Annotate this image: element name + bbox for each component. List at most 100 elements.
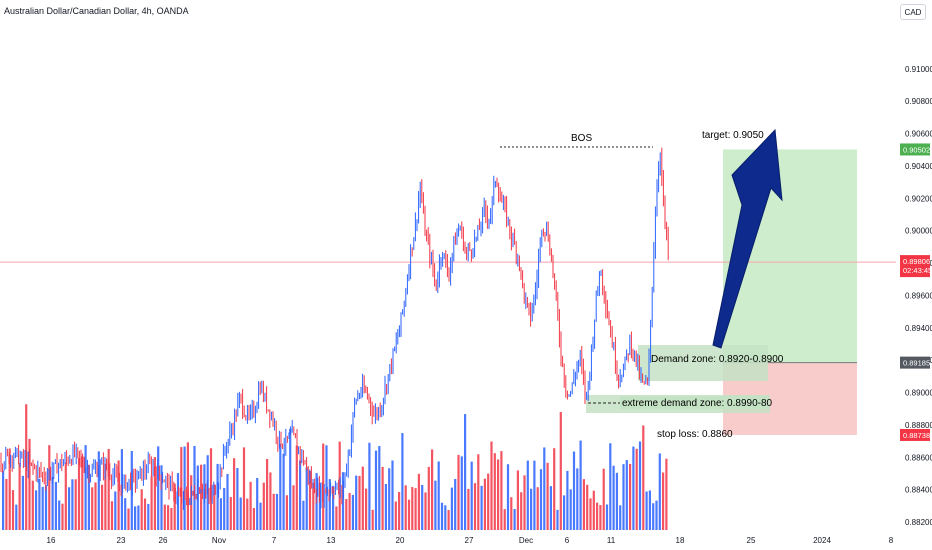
volume-bar	[170, 507, 173, 530]
volume-bar	[391, 460, 394, 530]
volume-bar	[536, 487, 539, 530]
volume-bar	[335, 506, 338, 530]
volume-bar	[638, 441, 642, 530]
volume-bar	[176, 473, 180, 530]
y-axis-tick: 0.89600	[905, 291, 932, 300]
volume-bar	[648, 490, 651, 530]
volume-bar	[467, 488, 470, 530]
volume-bar	[226, 473, 229, 530]
volume-bar	[602, 468, 605, 530]
x-axis-tick: 25	[747, 536, 756, 545]
x-axis-tick: Nov	[212, 536, 226, 545]
volume-bar	[454, 478, 457, 530]
volume-bar	[579, 440, 582, 530]
volume-bar	[262, 482, 265, 530]
volume-bar	[183, 446, 186, 530]
volume-bar	[576, 468, 579, 530]
x-axis-tick: Dec	[519, 536, 533, 545]
volume-bar	[355, 475, 358, 530]
volume-bar	[572, 451, 576, 530]
volume-bar	[605, 504, 609, 530]
volume-bar	[586, 484, 589, 530]
symbol-title: Australian Dollar/Canadian Dollar, 4h, O…	[4, 6, 189, 16]
volume-bar	[266, 459, 269, 530]
volume-bar	[5, 478, 8, 530]
volume-bar	[510, 497, 513, 530]
volume-bar	[642, 425, 645, 530]
volume-bar	[365, 488, 368, 530]
volume-bar	[582, 479, 585, 530]
volume-bar	[470, 461, 473, 530]
volume-bar	[180, 447, 183, 530]
volume-bar	[54, 481, 57, 530]
volume-bar	[592, 490, 595, 530]
volume-bar	[61, 503, 64, 530]
volume-bar	[437, 461, 440, 530]
volume-bar	[140, 489, 143, 530]
countdown-tag: 02:43:45	[903, 266, 932, 275]
volume-bar	[305, 467, 308, 530]
volume-bar	[302, 500, 305, 530]
volume-bar	[328, 479, 331, 530]
volume-bar	[477, 454, 480, 530]
volume-bar	[308, 471, 312, 530]
volume-bar	[374, 450, 378, 530]
volume-bar	[246, 498, 249, 530]
volume-bar	[318, 483, 321, 530]
volume-bar	[506, 464, 510, 530]
volume-bar	[513, 509, 516, 530]
volume-bar	[236, 468, 239, 530]
volume-bar	[407, 499, 411, 530]
x-axis-tick: 16	[47, 536, 56, 545]
currency-button[interactable]: CAD	[900, 4, 926, 20]
volume-bar	[483, 478, 486, 530]
volume-bar	[566, 470, 569, 530]
volume-bar	[523, 475, 526, 530]
volume-bar	[427, 466, 430, 530]
volume-bar	[242, 447, 246, 530]
volume-bar	[2, 470, 5, 530]
volume-bar	[424, 492, 427, 530]
volume-bar	[556, 509, 559, 530]
volume-bar	[645, 491, 648, 530]
volume-bar	[431, 449, 434, 530]
axis-layer: 0.91000 0.90800 0.90600 0.90400 0.90200 0.900…	[47, 65, 932, 545]
x-axis-tick: 23	[117, 536, 126, 545]
volume-bar	[101, 484, 104, 530]
volume-bar	[539, 469, 543, 530]
volume-bar	[163, 504, 166, 530]
x-axis-tick: 27	[465, 536, 474, 545]
y-axis-tick: 0.90400	[905, 162, 932, 171]
volume-bar	[398, 492, 401, 530]
x-axis-tick: 7	[272, 536, 277, 545]
y-axis-tick: 0.89000	[905, 389, 932, 398]
volume-bar	[622, 464, 625, 530]
volume-bar	[289, 428, 292, 530]
volume-bar	[341, 472, 345, 530]
volume-bar	[434, 480, 437, 530]
volume-bar	[15, 504, 18, 530]
volume-bar	[295, 445, 298, 530]
volume-bar	[259, 502, 262, 530]
volume-bar	[269, 472, 272, 530]
volume-bar	[348, 493, 351, 530]
volume-bar	[157, 446, 160, 530]
volume-bar	[615, 472, 618, 530]
volume-bar	[200, 464, 203, 530]
x-axis-tick: 26	[159, 536, 168, 545]
y-axis-tick: 0.91000	[905, 65, 932, 74]
y-axis-tick: 0.90200	[905, 194, 932, 203]
entry-price-tag: 0.89185	[903, 359, 930, 368]
volume-bar	[404, 485, 407, 530]
volume-bar	[110, 501, 114, 530]
volume-bar	[28, 438, 31, 530]
volume-bar	[104, 463, 107, 530]
volume-layer	[2, 404, 668, 530]
volume-bar	[480, 485, 483, 530]
volume-bar	[417, 473, 420, 530]
volume-bar	[272, 493, 275, 530]
x-axis-tick: 18	[676, 536, 685, 545]
